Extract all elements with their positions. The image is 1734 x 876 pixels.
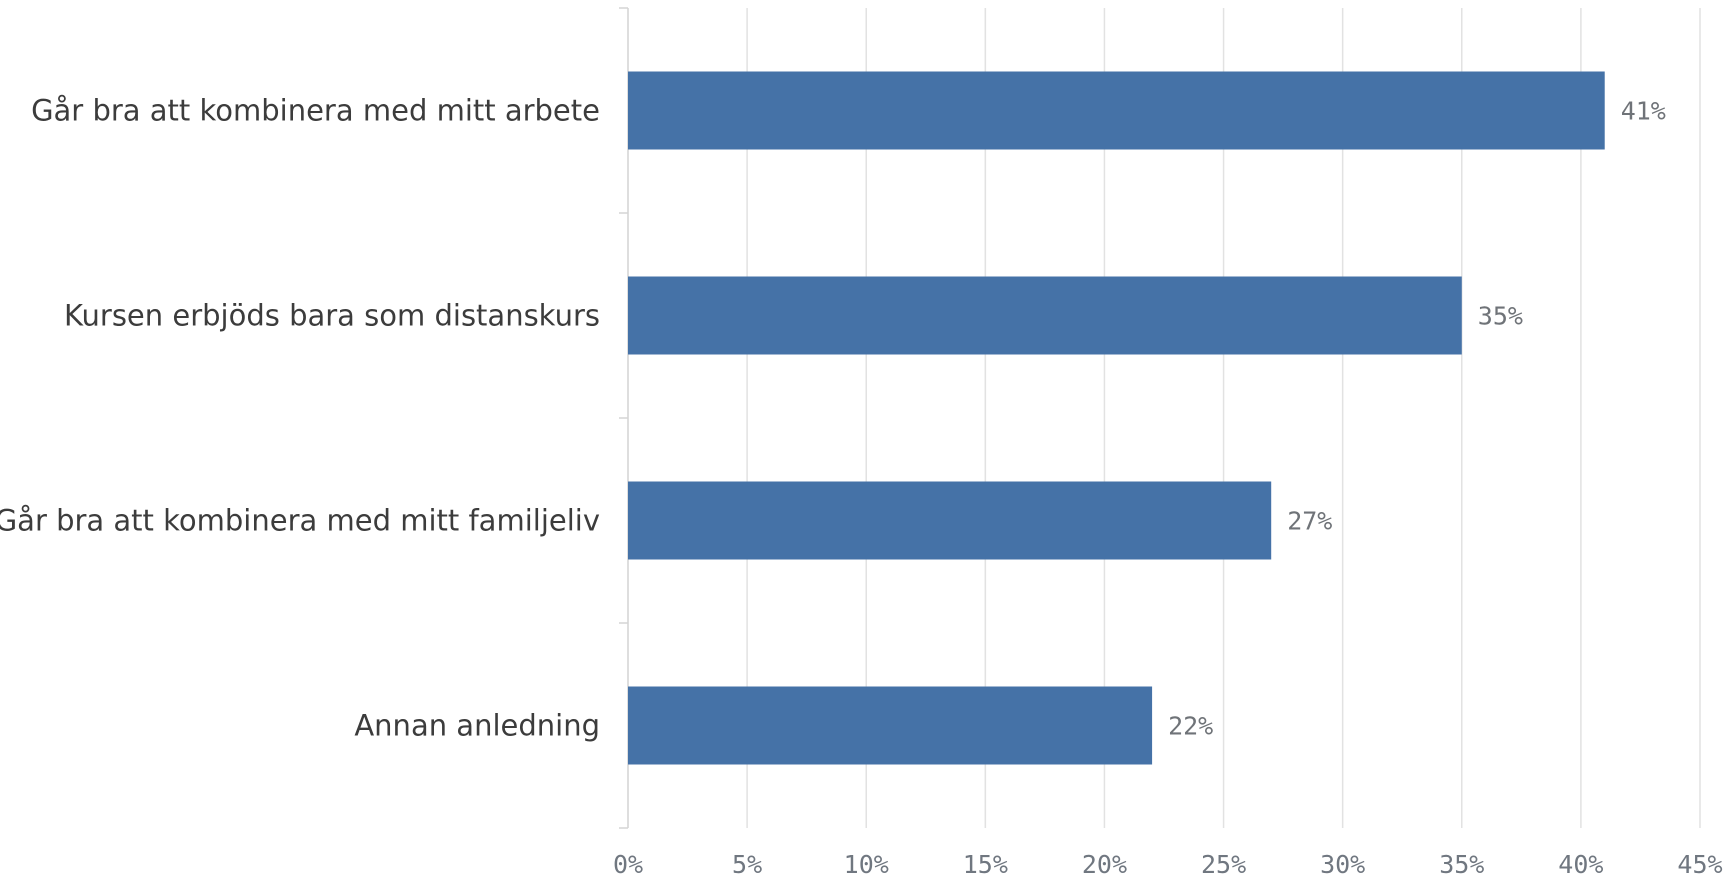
data-label: 22% [1168, 712, 1213, 741]
category-label: Annan anledning [354, 709, 600, 743]
bar [628, 481, 1272, 560]
x-tick-label: 15% [963, 850, 1008, 876]
x-tick-label: 40% [1558, 850, 1603, 876]
category-label: Går bra att kombinera med mitt familjeli… [0, 504, 600, 538]
x-tick-label: 10% [844, 850, 889, 876]
data-label: 35% [1478, 302, 1523, 331]
data-label: 27% [1287, 507, 1332, 536]
bar [628, 276, 1462, 355]
category-label: Kursen erbjöds bara som distanskurs [64, 299, 600, 333]
x-tick-label: 5% [732, 850, 762, 876]
bar [628, 686, 1153, 765]
x-tick-label: 45% [1677, 850, 1722, 876]
x-tick-label: 0% [613, 850, 643, 876]
x-tick-label: 25% [1201, 850, 1246, 876]
x-tick-label: 30% [1320, 850, 1365, 876]
x-tick-label: 20% [1082, 850, 1127, 876]
category-label: Går bra att kombinera med mitt arbete [31, 94, 600, 128]
data-label: 41% [1621, 97, 1666, 126]
bar [628, 71, 1605, 150]
x-tick-label: 35% [1439, 850, 1484, 876]
